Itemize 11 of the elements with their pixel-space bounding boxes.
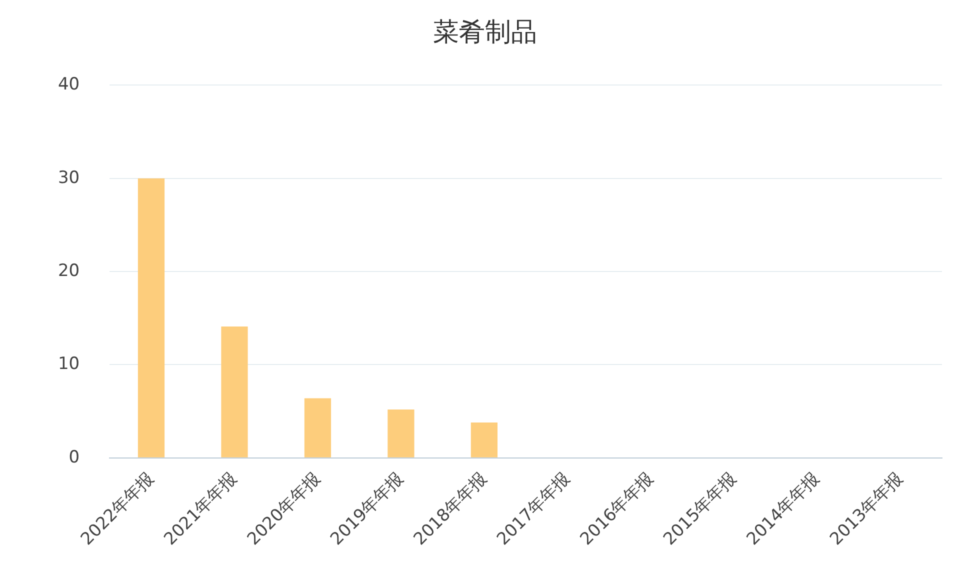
- y-tick-label: 0: [68, 447, 80, 468]
- bar: [388, 409, 414, 458]
- bar: [304, 398, 332, 458]
- bar: [138, 178, 165, 458]
- bar: [470, 422, 498, 458]
- y-tick-label: 40: [58, 74, 80, 95]
- bar: [221, 326, 248, 458]
- chart-title: 菜肴制品: [433, 17, 537, 48]
- y-tick-label: 30: [58, 168, 80, 188]
- y-tick-label: 20: [58, 260, 80, 281]
- y-tick-label: 10: [58, 354, 80, 374]
